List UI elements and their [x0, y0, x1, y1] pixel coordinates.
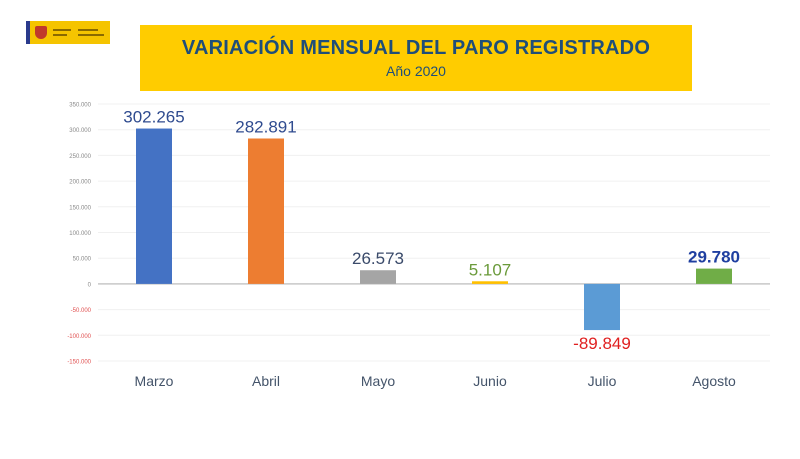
y-tick-label: -100.000 — [67, 334, 91, 340]
data-label: 302.265 — [123, 108, 184, 127]
bar-mayo — [360, 270, 396, 284]
x-tick-label: Abril — [252, 373, 280, 389]
data-label: 29.780 — [688, 248, 740, 267]
x-tick-label: Julio — [588, 373, 617, 389]
bar-junio — [472, 281, 508, 284]
x-tick-label: Mayo — [361, 373, 395, 389]
y-tick-label: 250.000 — [69, 154, 91, 160]
chart-title: VARIACIÓN MENSUAL DEL PARO REGISTRADO — [181, 37, 651, 59]
y-tick-label: 100.000 — [69, 231, 91, 237]
bar-agosto — [696, 268, 732, 284]
title-banner: VARIACIÓN MENSUAL DEL PARO REGISTRADO Añ… — [140, 25, 692, 91]
y-tick-label: -50.000 — [71, 308, 92, 314]
y-tick-label: 300.000 — [69, 128, 91, 134]
bar-julio — [584, 283, 620, 331]
bar-abril — [248, 138, 284, 284]
data-label: -89.849 — [573, 334, 631, 353]
y-tick-label: -150.000 — [67, 360, 91, 366]
y-tick-label: 50.000 — [73, 257, 92, 263]
y-tick-label: 150.000 — [69, 205, 91, 211]
y-tick-label: 200.000 — [69, 180, 91, 186]
x-tick-label: Marzo — [135, 373, 174, 389]
data-label: 282.891 — [235, 117, 296, 136]
bar-marzo — [136, 128, 172, 284]
government-logo — [26, 21, 110, 44]
x-tick-label: Junio — [473, 373, 507, 389]
data-label: 26.573 — [352, 249, 404, 268]
x-tick-label: Agosto — [692, 373, 736, 389]
y-tick-label: 0 — [88, 282, 92, 288]
chart-subtitle: Año 2020 — [386, 63, 446, 79]
data-label: 5.107 — [469, 260, 512, 279]
y-tick-label: 350.000 — [69, 103, 91, 109]
